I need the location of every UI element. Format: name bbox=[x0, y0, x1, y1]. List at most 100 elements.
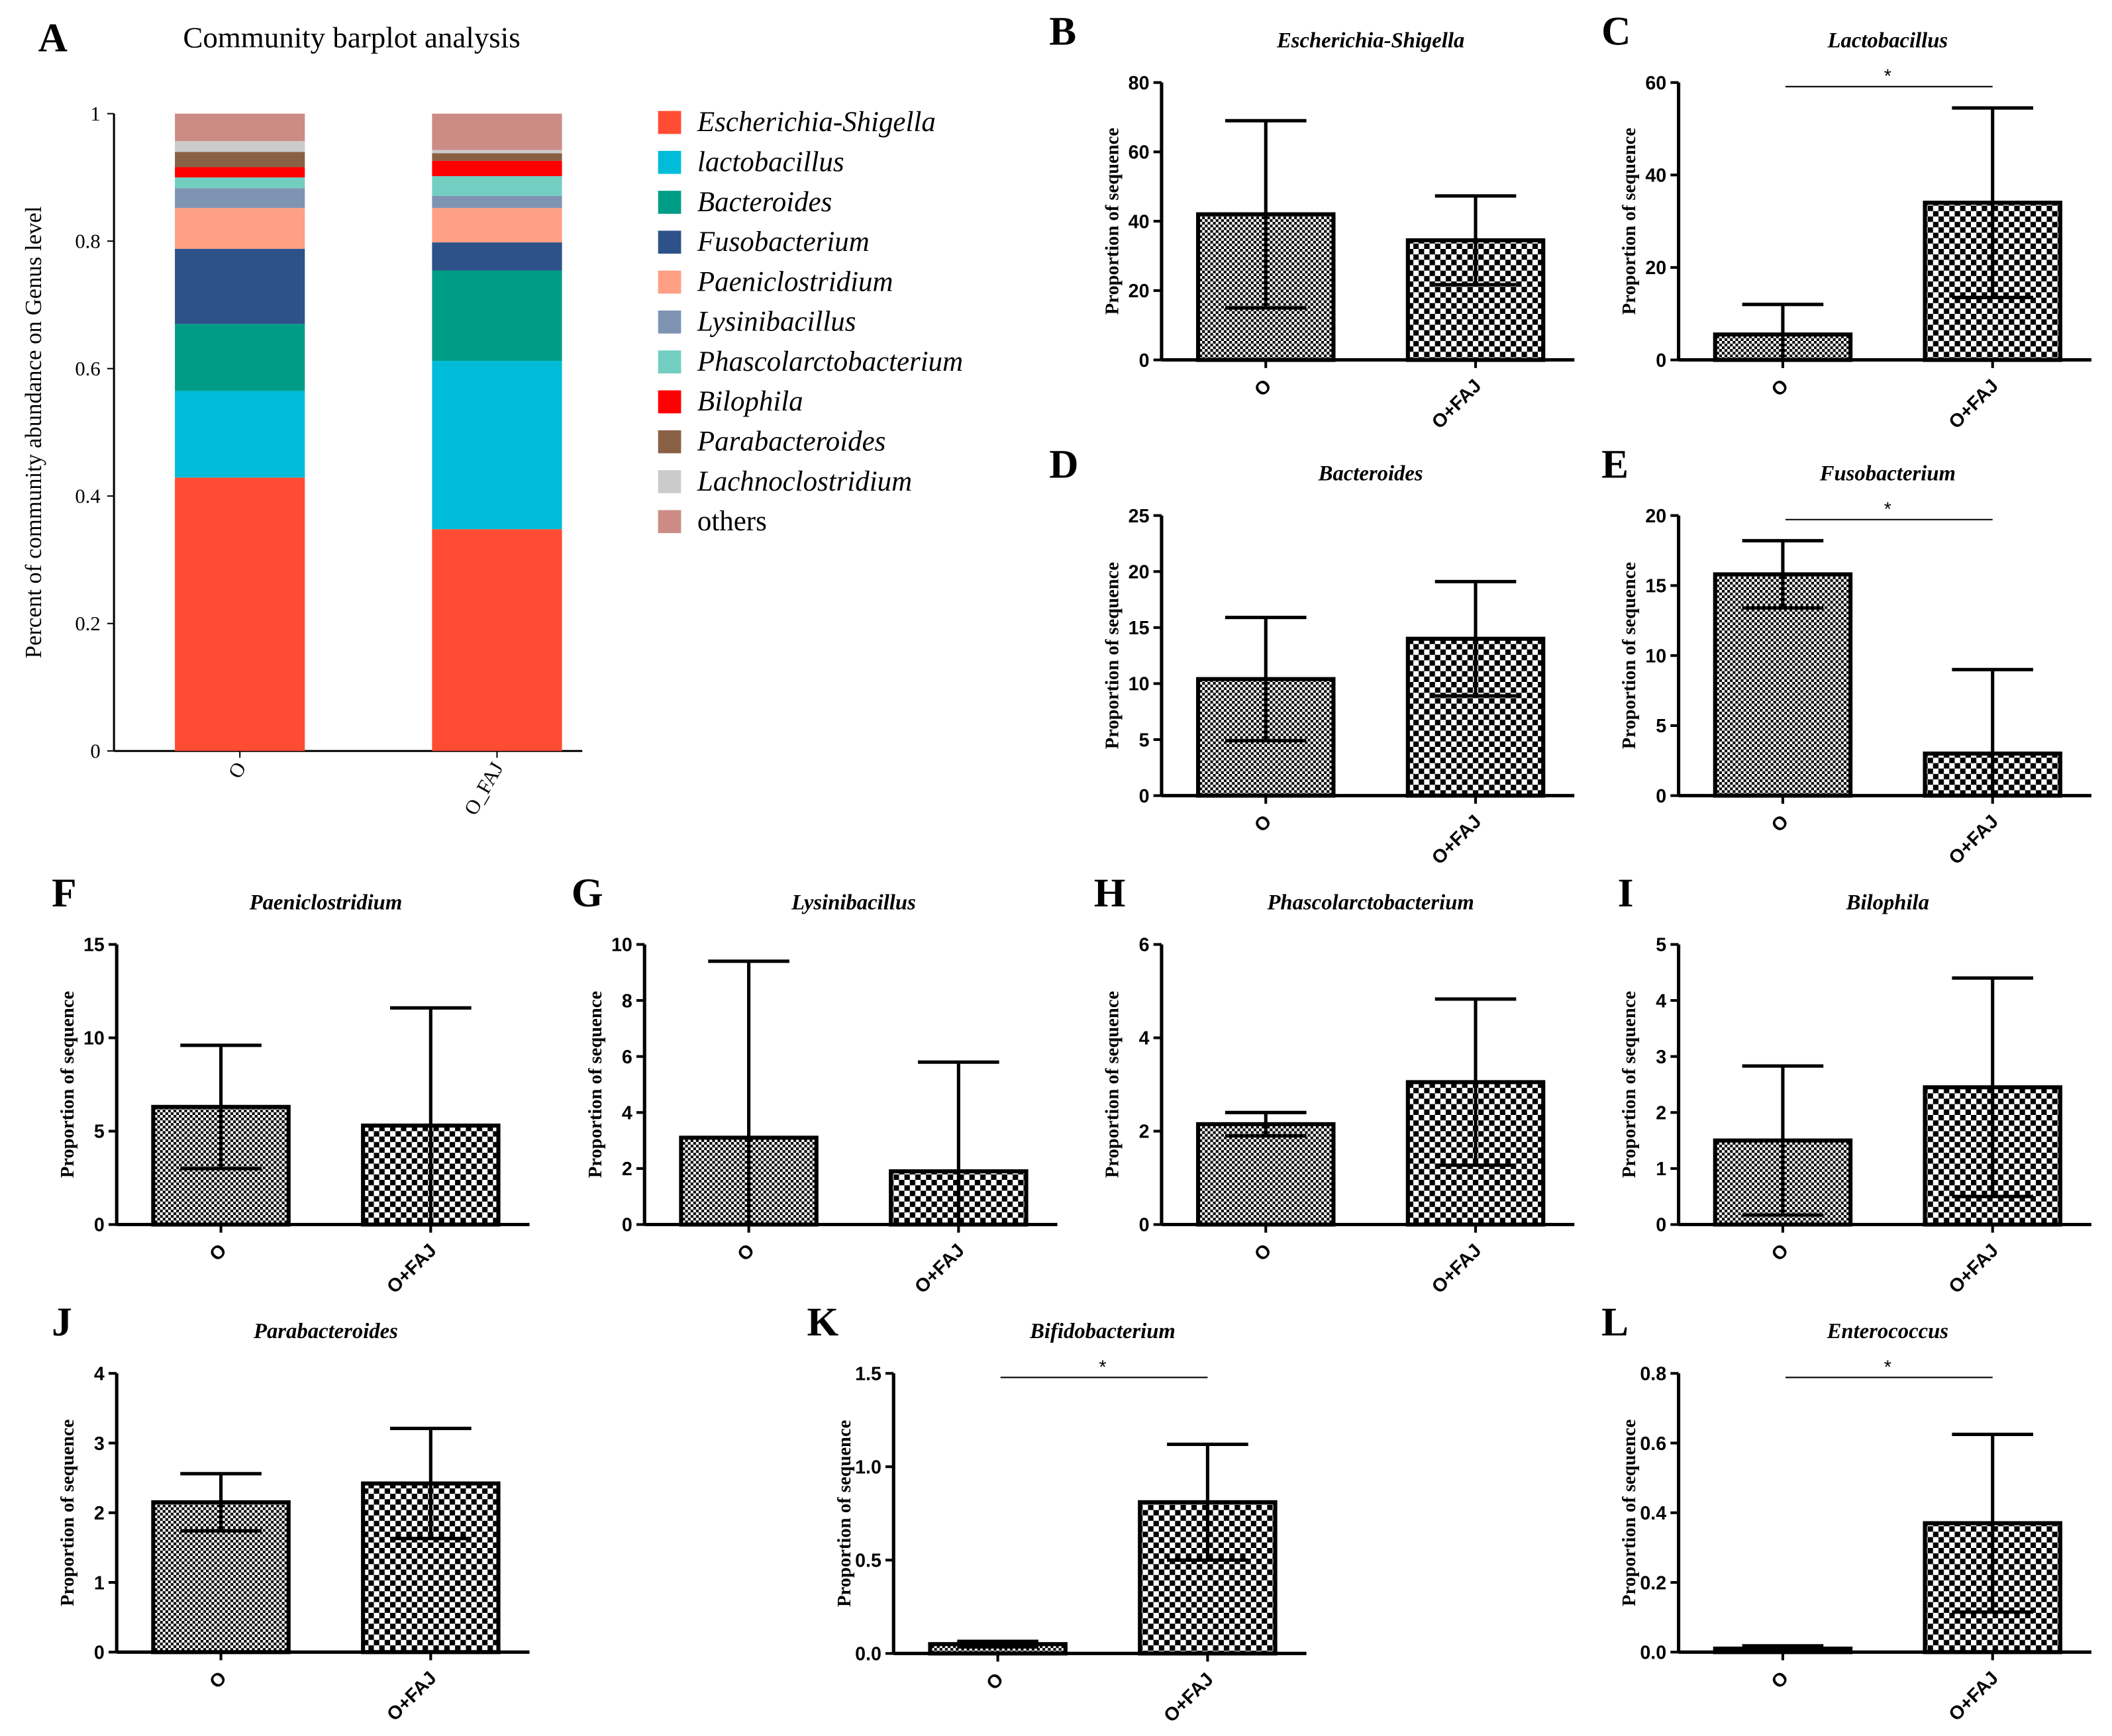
y-tick-label: 0 bbox=[94, 1643, 105, 1664]
chart-title: Lactobacillus bbox=[1827, 29, 1948, 53]
y-tick-label: 0 bbox=[622, 1215, 632, 1236]
panel-label-h: H bbox=[1094, 871, 1126, 916]
panel-i: I Bilophila Proportion of sequence 0 1 2 3 4 5 O O… bbox=[1618, 871, 2091, 1298]
y-tick-label: 0.2 bbox=[1640, 1572, 1666, 1594]
stacked-bar-segment bbox=[432, 150, 562, 154]
stacked-bar-segment bbox=[432, 113, 562, 150]
y-tick-label: 80 bbox=[1129, 73, 1150, 94]
y-axis-label: Proportion of sequence bbox=[1619, 562, 1640, 749]
panel-c: C Lactobacillus Proportion of sequence 0 20 4… bbox=[1601, 9, 2091, 433]
panel-label-b: B bbox=[1049, 9, 1076, 54]
x-tick-label: O bbox=[1768, 1667, 1793, 1692]
y-axis-label: Proportion of sequence bbox=[1103, 991, 1123, 1178]
x-tick-label: O+FAJ bbox=[1945, 1667, 2003, 1725]
x-tick-label: O bbox=[733, 1240, 758, 1265]
significance-marker: * bbox=[1884, 1357, 1891, 1378]
y-tick-label: 2 bbox=[1656, 1103, 1666, 1124]
y-tick-label: 2 bbox=[622, 1159, 632, 1180]
panel-h: H Phascolarctobacterium Proportion of sequ… bbox=[1094, 871, 1575, 1298]
stacked-bar-segment bbox=[175, 208, 305, 249]
legend-label: Escherichia-Shigella bbox=[697, 107, 936, 138]
y-tick-label: 60 bbox=[1129, 142, 1150, 164]
y-tick-label: 6 bbox=[622, 1047, 632, 1068]
x-tick-label: O bbox=[1250, 375, 1276, 401]
y-tick-label: 5 bbox=[1656, 716, 1666, 737]
stacked-bar-segment bbox=[175, 113, 305, 142]
y-tick-label: 0 bbox=[1656, 786, 1666, 807]
x-tick-label: O bbox=[982, 1669, 1007, 1694]
x-tick-label: O bbox=[1768, 375, 1793, 401]
panel-label-l: L bbox=[1601, 1300, 1629, 1345]
y-tick-label: 0 bbox=[1139, 1215, 1150, 1236]
x-tick-label: O+FAJ bbox=[1945, 811, 2003, 869]
x-tick-label: O bbox=[205, 1240, 230, 1265]
panel-label-g: G bbox=[572, 871, 603, 916]
panel-j: J Parabacteroides Proportion of sequence 0 1… bbox=[52, 1300, 530, 1725]
y-tick-label: 1.0 bbox=[855, 1457, 881, 1478]
y-tick-label: 0 bbox=[94, 1215, 105, 1236]
stacked-bar-segment bbox=[432, 361, 562, 530]
stacked-bar-segment bbox=[432, 160, 562, 176]
legend-swatch bbox=[658, 311, 681, 334]
stacked-bar-segment bbox=[175, 152, 305, 168]
panel-label-k: K bbox=[807, 1300, 838, 1345]
panel-label-i: I bbox=[1618, 871, 1634, 916]
legend-label: Bilophila bbox=[697, 386, 803, 417]
y-axis-label: Proportion of sequence bbox=[834, 1420, 855, 1607]
x-tick-label: O+FAJ bbox=[1945, 1240, 2003, 1298]
bar bbox=[1713, 572, 1853, 798]
y-axis-label: Proportion of sequence bbox=[1619, 128, 1640, 314]
y-tick-label: 5 bbox=[94, 1122, 105, 1143]
legend-label: Bacteroides bbox=[697, 187, 832, 218]
y-tick-label: 0 bbox=[90, 740, 100, 762]
chart-title: Bilophila bbox=[1846, 891, 1929, 914]
legend-label: Lysinibacillus bbox=[697, 307, 856, 338]
y-tick-label: 4 bbox=[94, 1364, 105, 1385]
x-tick-label: O+FAJ bbox=[1945, 375, 2003, 433]
chart-title: Escherichia-Shigella bbox=[1276, 29, 1464, 53]
y-axis-label: Proportion of sequence bbox=[58, 991, 78, 1178]
stacked-bar-segment bbox=[432, 195, 562, 209]
y-tick-label: 40 bbox=[1129, 211, 1150, 232]
legend-label: others bbox=[697, 506, 767, 537]
panel-label-d: D bbox=[1049, 442, 1078, 487]
y-tick-label: 1 bbox=[1656, 1159, 1666, 1180]
legend-swatch bbox=[658, 191, 681, 214]
y-tick-label: 0.5 bbox=[855, 1551, 881, 1572]
y-tick-label: 0.2 bbox=[75, 612, 100, 635]
y-tick-label: 2 bbox=[1139, 1122, 1150, 1143]
panel-b: B Escherichia-Shigella Proportion of seque… bbox=[1049, 9, 1575, 433]
x-tick-label: O+FAJ bbox=[1428, 811, 1485, 869]
y-tick-label: 10 bbox=[1645, 646, 1666, 667]
y-tick-label: 0 bbox=[1656, 350, 1666, 371]
chart-title: Phascolarctobacterium bbox=[1266, 891, 1474, 914]
panel-k: K Bifidobacterium Proportion of sequence0.… bbox=[807, 1300, 1307, 1727]
stacked-bar-segment bbox=[432, 153, 562, 161]
y-tick-label: 0.6 bbox=[75, 358, 100, 380]
stacked-bar-segment bbox=[432, 242, 562, 271]
chart-title: Fusobacterium bbox=[1819, 461, 1956, 485]
y-tick-label: 4 bbox=[1139, 1028, 1150, 1049]
y-tick-label: 25 bbox=[1129, 506, 1150, 527]
panel-f: F Paeniclostridium Proportion of sequence 0… bbox=[52, 871, 530, 1298]
x-tick-label: O bbox=[224, 758, 251, 782]
x-tick-label: O+FAJ bbox=[1428, 375, 1485, 433]
stacked-bar-segment bbox=[175, 188, 305, 209]
stacked-bar-segment bbox=[432, 270, 562, 362]
legend-label: Fusobacterium bbox=[697, 226, 870, 258]
stacked-bar-segment bbox=[175, 477, 305, 751]
y-tick-label: 1 bbox=[90, 103, 100, 125]
bar bbox=[1196, 1122, 1336, 1227]
legend-swatch bbox=[658, 350, 681, 374]
chart-title: Bifidobacterium bbox=[1029, 1320, 1176, 1343]
panel-label-f: F bbox=[52, 871, 76, 916]
y-tick-label: 3 bbox=[1656, 1047, 1666, 1068]
stacked-bar-segment bbox=[175, 141, 305, 152]
stacked-bar-segment bbox=[175, 248, 305, 324]
legend-label: Lachnoclostridium bbox=[697, 466, 912, 497]
y-axis-label: Proportion of sequence bbox=[1103, 562, 1123, 749]
legend-swatch bbox=[658, 270, 681, 294]
legend-label: Phascolarctobacterium bbox=[697, 346, 963, 377]
y-tick-label: 1 bbox=[94, 1572, 105, 1594]
